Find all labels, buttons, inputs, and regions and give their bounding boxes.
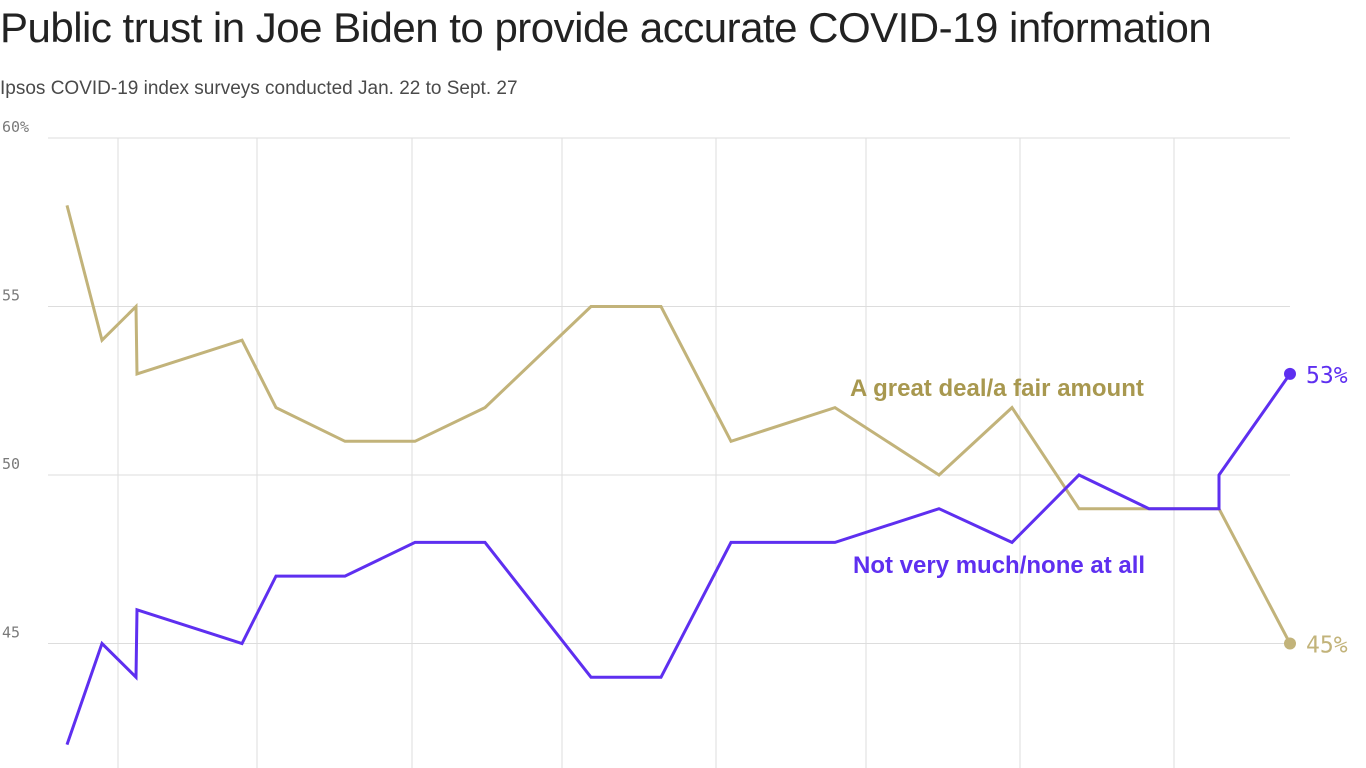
series-labels: 45% 53% A great deal/a fair amount Not very… — [850, 363, 1348, 659]
chart-title: Public trust in Joe Biden to provide acc… — [0, 4, 1212, 51]
y-axis-ticks: 45 50 55 60% — [2, 118, 29, 642]
grid-lines — [48, 137, 1290, 768]
series-lines — [65, 205, 1296, 746]
series-line-not-much — [65, 373, 1292, 746]
y-tick-label-55: 55 — [2, 287, 20, 305]
series-line-great-deal — [65, 205, 1292, 645]
end-label-not-much: 53% — [1306, 363, 1348, 389]
end-point-not-much — [1284, 367, 1296, 380]
series-label-great-deal: A great deal/a fair amount — [850, 375, 1144, 402]
end-label-great-deal: 45% — [1306, 633, 1348, 659]
end-point-great-deal — [1284, 637, 1296, 650]
y-tick-label-45: 45 — [2, 624, 20, 642]
chart-subtitle: Ipsos COVID-19 index surveys conducted J… — [0, 78, 518, 99]
y-tick-label-60: 60% — [2, 118, 29, 136]
series-label-not-much: Not very much/none at all — [853, 552, 1145, 579]
y-tick-label-50: 50 — [2, 455, 20, 473]
